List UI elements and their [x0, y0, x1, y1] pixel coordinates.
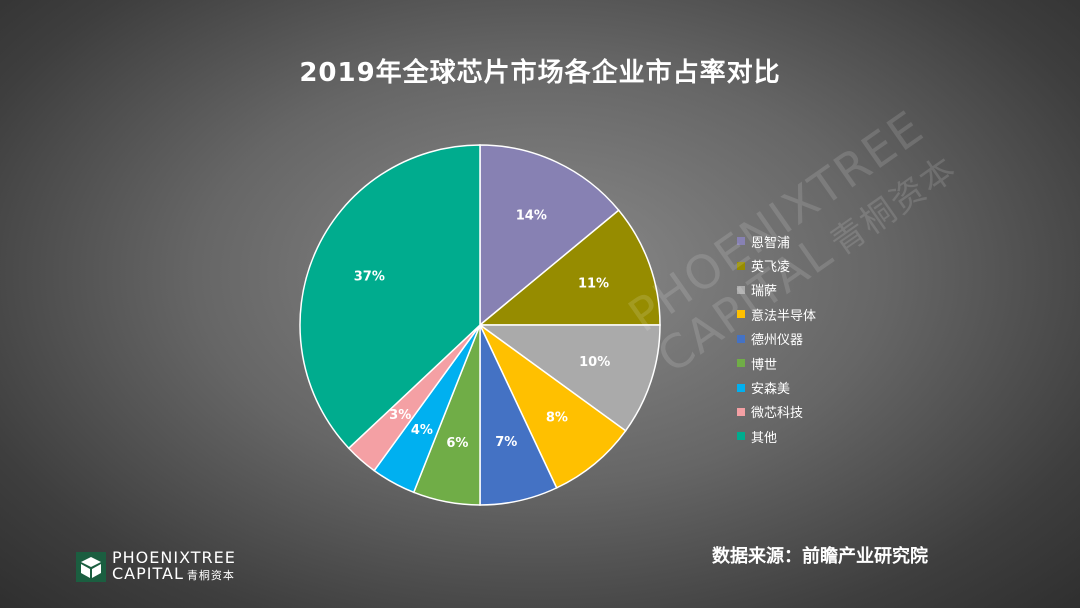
legend-item: 恩智浦 [737, 229, 816, 253]
pie-slice [479, 324, 627, 489]
legend-swatch [737, 310, 745, 319]
legend-swatch [737, 359, 745, 368]
legend-swatch [737, 261, 745, 270]
legend-item: 意法半导体 [737, 302, 816, 326]
legend-label: 博世 [751, 357, 778, 373]
phoenixtree-logo-icon [76, 552, 106, 582]
pie-slice [479, 144, 620, 327]
legend-item: 其他 [737, 424, 816, 448]
legend-item: 博世 [737, 351, 816, 375]
legend-label: 意法半导体 [751, 308, 817, 324]
slice-data-label: 4% [411, 423, 433, 438]
pie-slice [477, 324, 661, 432]
brand-name-line2: CAPITAL [112, 564, 184, 583]
legend-swatch [737, 432, 745, 441]
pie-slice [299, 144, 481, 450]
brand-name-line1: PHOENIXTREE [112, 548, 236, 567]
source-note: 数据来源：前瞻产业研究院 [712, 546, 928, 567]
legend-item: 瑞萨 [737, 278, 816, 302]
legend-item: 安森美 [737, 375, 816, 399]
slice-data-label: 6% [446, 436, 468, 451]
chart-legend: 恩智浦英飞凌瑞萨意法半导体德州仪器博世安森美微芯科技其他 [737, 229, 816, 449]
legend-swatch [737, 285, 745, 294]
legend-item: 微芯科技 [737, 400, 816, 424]
legend-swatch [737, 237, 745, 246]
chart-title: 2019年全球芯片市场各企业市占率对比 [299, 58, 781, 88]
legend-swatch [737, 334, 745, 343]
slice-data-label: 11% [578, 277, 609, 292]
legend-label: 微芯科技 [751, 406, 804, 422]
legend-item: 德州仪器 [737, 327, 816, 351]
brand-name-cn: 青桐资本 [186, 569, 235, 582]
legend-label: 恩智浦 [751, 235, 791, 251]
legend-swatch [737, 383, 745, 392]
slice-data-label: 3% [389, 408, 411, 423]
slice-data-label: 14% [516, 208, 547, 223]
pie-slice [477, 209, 661, 326]
brand-logo-block: PHOENIXTREE CAPITAL 青桐资本 [76, 550, 236, 584]
slice-data-label: 7% [495, 435, 517, 450]
legend-label: 德州仪器 [751, 333, 804, 349]
legend-label: 英飞凌 [751, 260, 791, 276]
legend-label: 瑞萨 [751, 284, 778, 300]
legend-swatch [737, 407, 745, 416]
legend-label: 其他 [751, 430, 778, 446]
slice-data-label: 8% [546, 410, 568, 425]
legend-label: 安森美 [751, 382, 791, 398]
legend-item: 英飞凌 [737, 253, 816, 277]
slice-data-label: 10% [579, 355, 610, 370]
slice-data-label: 37% [354, 270, 385, 285]
